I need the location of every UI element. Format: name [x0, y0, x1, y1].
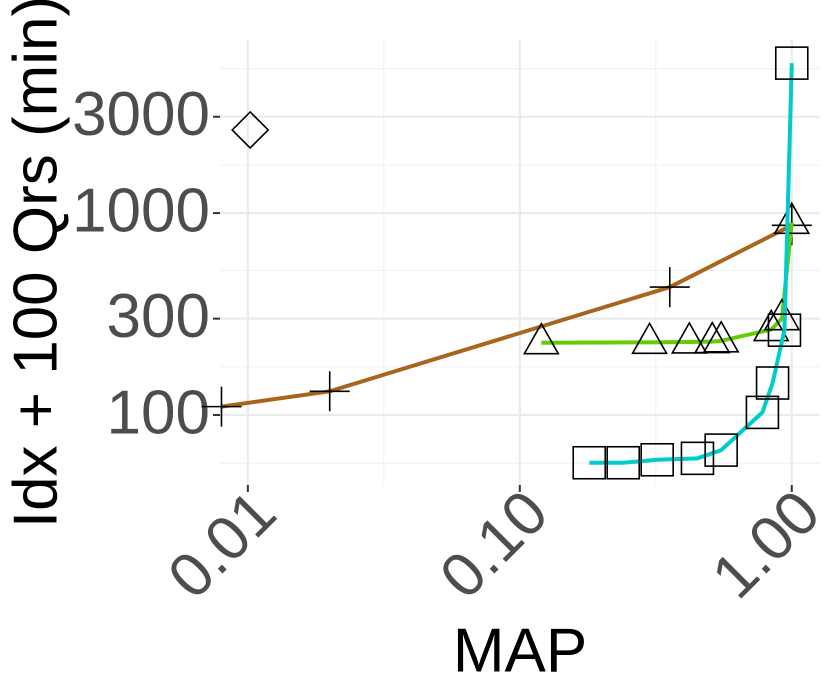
square-marker — [680, 441, 715, 476]
y-tick-label: 100 — [107, 378, 210, 447]
series-line — [221, 223, 793, 409]
plus-marker — [649, 267, 690, 308]
square-marker — [640, 442, 674, 477]
triangle-marker — [773, 201, 811, 235]
square-marker — [704, 433, 738, 467]
y-tick-label: 1000 — [72, 176, 210, 245]
x-tick-label: 1.00 — [699, 478, 830, 612]
triangle-marker — [702, 320, 740, 353]
square-marker — [745, 395, 780, 430]
triangle-marker — [631, 321, 668, 355]
square-marker — [572, 445, 607, 480]
plus-marker — [201, 386, 242, 427]
x-axis-title: MAP — [453, 616, 587, 685]
series-line — [589, 63, 794, 465]
y-tick-label: 300 — [107, 282, 210, 351]
square-marker — [767, 313, 802, 347]
triangle-marker — [522, 322, 560, 355]
square-marker — [755, 366, 790, 400]
square-marker — [774, 46, 809, 80]
triangle-marker — [752, 308, 790, 342]
x-tick-label: 0.01 — [155, 478, 289, 612]
plus-marker — [309, 371, 350, 412]
grid — [220, 40, 820, 485]
triangle-marker — [670, 321, 708, 354]
diamond-marker — [231, 110, 270, 150]
y-tick-label: 3000 — [72, 80, 210, 149]
y-axis-title: Idx + 100 Qrs (min) — [1, 0, 70, 528]
square-marker — [606, 445, 641, 480]
series-line — [541, 222, 794, 345]
x-tick-label: 0.10 — [427, 478, 561, 612]
